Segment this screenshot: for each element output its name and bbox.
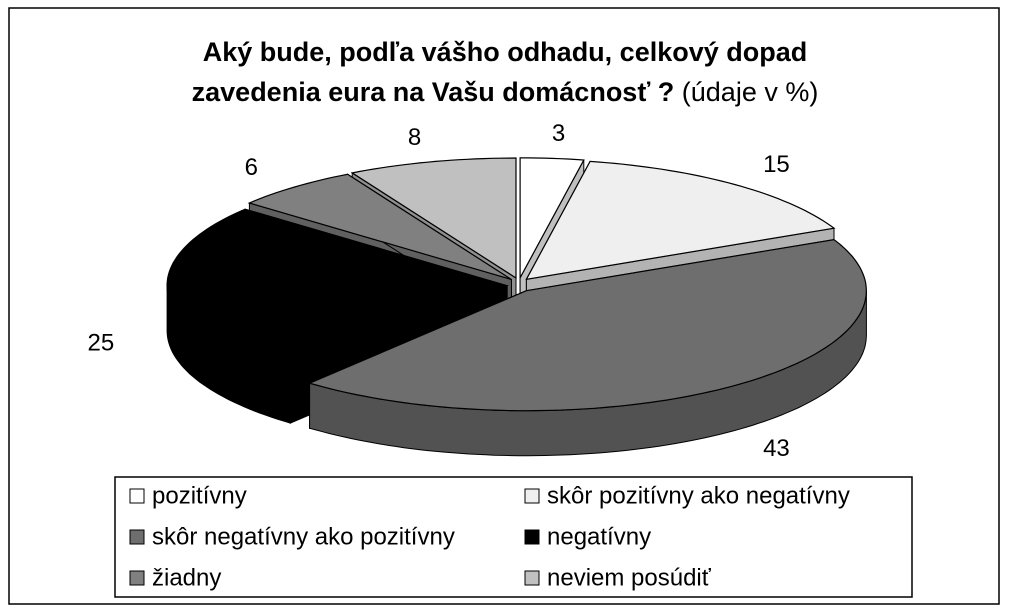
data-label: 8: [408, 124, 421, 151]
title-block: Aký bude, podľa vášho odhadu, celkový do…: [145, 32, 865, 112]
data-label: 15: [763, 151, 790, 178]
slice: [350, 157, 517, 280]
legend-swatch: [129, 570, 145, 586]
data-label: 6: [245, 154, 258, 181]
data-label: 43: [763, 435, 790, 462]
legend-swatch: [524, 570, 540, 586]
slice-shade: [167, 285, 291, 424]
chart-subtitle: (údaje v %): [681, 77, 819, 107]
data-label: 25: [88, 330, 115, 357]
legend-box: [114, 476, 913, 598]
legend-swatch: [524, 529, 540, 545]
legend-label: žiadny: [152, 564, 221, 591]
legend-label: pozitívny: [152, 482, 247, 509]
slice: [166, 208, 509, 379]
slice: [519, 157, 585, 279]
chart-title: Aký bude, podľa vášho odhadu, celkový do…: [191, 37, 808, 107]
legend-label: neviem posúdiť: [547, 564, 712, 591]
legend-swatch: [129, 488, 145, 504]
slice: [247, 173, 512, 281]
slice: [525, 160, 836, 281]
legend-swatch: [524, 488, 540, 504]
legend-swatch: [129, 529, 145, 545]
slice-shade: [309, 290, 867, 456]
data-label: 3: [552, 120, 565, 147]
legend-label: skôr pozitívny ako negatívny: [547, 482, 850, 509]
slice: [307, 238, 867, 412]
legend-label: negatívny: [547, 523, 651, 550]
legend-label: skôr negatívny ako pozitívny: [152, 523, 455, 550]
